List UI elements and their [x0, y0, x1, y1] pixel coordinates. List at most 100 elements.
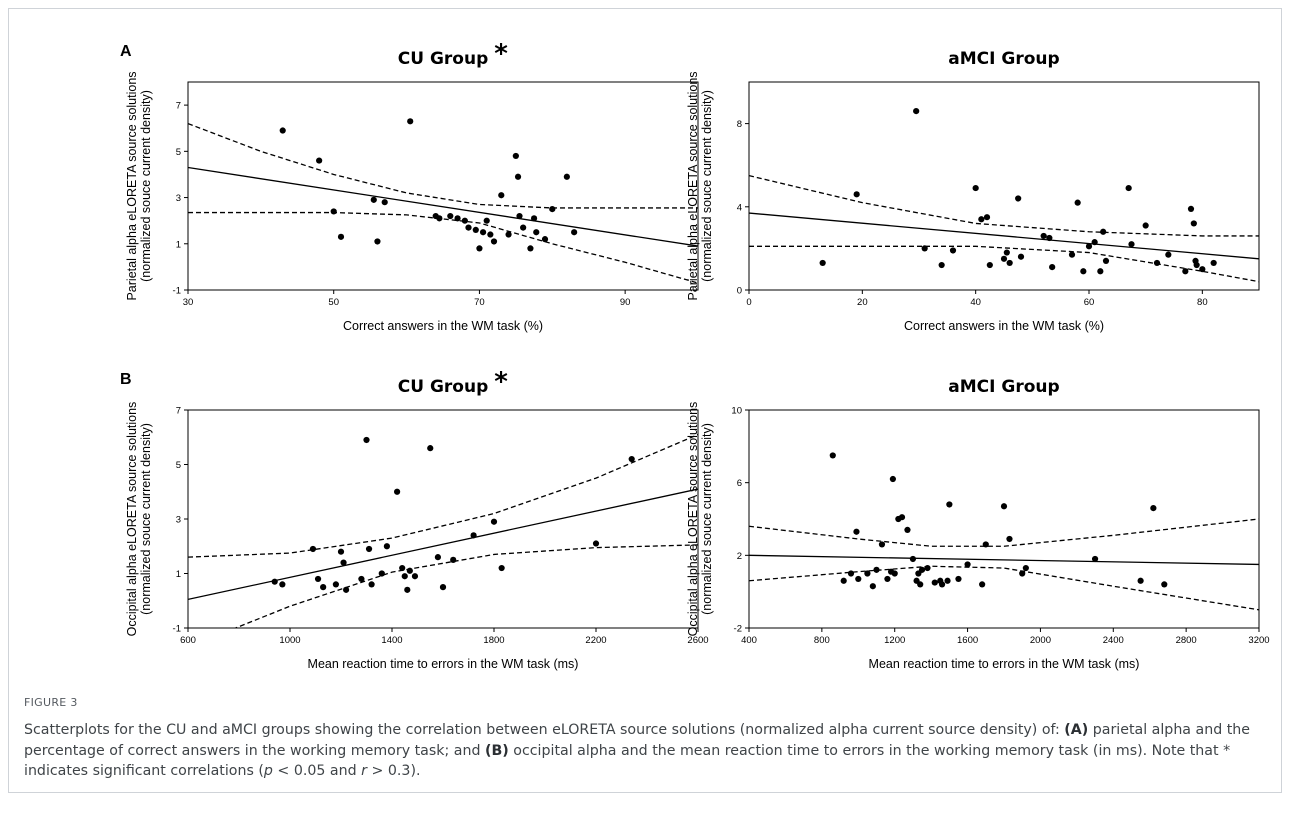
data-point: [527, 245, 534, 252]
data-point: [1003, 249, 1010, 256]
data-point: [853, 528, 860, 535]
data-point: [1100, 228, 1107, 235]
regression-line: [749, 554, 1259, 566]
y-tick-label: 3: [176, 515, 181, 526]
data-point: [1046, 234, 1053, 242]
data-point: [1165, 251, 1172, 258]
data-point: [1015, 195, 1022, 202]
x-axis-label: Mean reaction time to errors in the WM t…: [869, 657, 1140, 671]
figure-caption: Scatterplots for the CU and aMCI groups …: [24, 720, 1264, 782]
data-point: [1193, 261, 1200, 269]
data-point: [955, 575, 962, 583]
chart-panel-3: 600 1000 1400 1800 2200 2600 -1 1 3 5 7 CU Group * B M…: [120, 367, 709, 671]
x-axis-label: Correct answers in the WM task (%): [904, 319, 1104, 333]
data-point: [1091, 555, 1099, 563]
x-tick-label: 2000: [1030, 635, 1051, 646]
data-point: [541, 236, 549, 243]
caption-text: parietal alpha and the percentage of cor…: [24, 722, 1250, 759]
data-point: [1142, 222, 1149, 229]
y-axis-label: Parietal alpha eLORETA source solutions: [125, 71, 139, 300]
data-point: [1000, 255, 1008, 262]
regression-line: [188, 166, 698, 247]
data-point: [271, 578, 278, 585]
x-tick-label: 2400: [1103, 635, 1124, 646]
data-point: [470, 532, 477, 539]
data-point: [314, 575, 322, 583]
y-tick-label: 2: [737, 551, 742, 562]
data-point: [1074, 199, 1081, 206]
data-point: [358, 575, 365, 583]
data-point: [917, 581, 924, 588]
x-axis-label: Correct answers in the WM task (%): [343, 319, 543, 333]
data-point: [406, 567, 413, 574]
data-point: [404, 586, 411, 593]
data-point: [1128, 241, 1135, 248]
data-point: [898, 514, 906, 521]
data-point: [855, 575, 862, 583]
x-tick-label: 2800: [1176, 635, 1197, 646]
data-point: [986, 261, 993, 269]
data-point: [427, 445, 434, 452]
data-point: [921, 245, 928, 252]
significance-asterisk: *: [494, 367, 508, 397]
x-axis-label: Mean reaction time to errors in the WM t…: [308, 657, 579, 671]
x-tick-label: 50: [328, 297, 339, 308]
y-axis-label-units: (normalized souce current density): [700, 90, 714, 282]
y-axis-label-units: (normalized souce current density): [139, 423, 153, 615]
x-tick-label: 40: [970, 297, 981, 308]
data-point: [1017, 253, 1025, 260]
caption-text: Scatterplots for the CU and aMCI groups …: [24, 722, 1065, 738]
caption-text: < 0.05 and: [272, 763, 362, 779]
data-point: [487, 231, 494, 238]
data-point: [498, 192, 505, 199]
data-point: [483, 217, 490, 224]
ci-upper-line: [749, 174, 1259, 237]
ci-lower-line: [749, 565, 1259, 611]
data-point: [533, 229, 540, 236]
data-point: [454, 215, 461, 222]
x-tick-label: 0: [746, 297, 751, 308]
ci-lower-line: [233, 544, 698, 628]
regression-line: [188, 488, 698, 601]
data-point: [1091, 239, 1098, 246]
data-point: [407, 118, 414, 125]
data-point: [332, 581, 339, 588]
data-point: [1190, 220, 1197, 227]
ci-upper-line: [188, 433, 698, 558]
data-point: [1161, 581, 1168, 588]
data-point: [924, 564, 931, 572]
chart-panel-2: 0 20 40 60 80 0 4 8 aMCI Group Correct answers in…: [686, 49, 1260, 333]
data-point: [563, 173, 570, 180]
chart-panel-4: 400 800 1200 1600 2000 2400 2800 3200 -2 2 6 10 aMCI…: [686, 377, 1270, 671]
y-tick-label: -1: [173, 624, 181, 635]
data-point: [530, 215, 538, 222]
data-point: [279, 127, 286, 134]
data-point: [1068, 251, 1076, 258]
data-point: [889, 475, 896, 483]
data-point: [1049, 264, 1056, 271]
data-point: [368, 581, 375, 588]
data-point: [399, 564, 406, 572]
caption-p-symbol: p: [263, 763, 273, 779]
data-point: [343, 586, 350, 593]
data-point: [1040, 232, 1047, 240]
data-point: [1006, 535, 1013, 543]
y-axis-label: Occipital alpha eLORETA source solutions: [686, 402, 700, 637]
data-point: [316, 157, 323, 164]
data-point: [309, 545, 317, 553]
data-point: [330, 208, 337, 215]
x-tick-label: 800: [814, 635, 830, 646]
y-tick-label: 7: [176, 101, 181, 112]
data-point: [944, 577, 951, 584]
data-point: [982, 541, 989, 548]
plot-area: [748, 81, 1260, 291]
chart-title: CU Group: [398, 377, 489, 397]
data-point: [1199, 266, 1206, 273]
data-point: [878, 541, 886, 548]
data-point: [439, 584, 447, 591]
caption-tag-a: (A): [1064, 722, 1089, 738]
data-point: [363, 436, 370, 444]
data-point: [873, 566, 880, 573]
y-tick-label: 4: [737, 202, 742, 213]
data-point: [450, 556, 457, 563]
